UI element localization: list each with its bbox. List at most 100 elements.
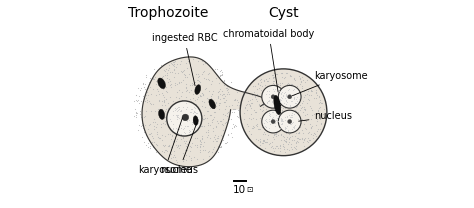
- Point: [269, 141, 276, 144]
- Point: [312, 96, 319, 100]
- Point: [172, 108, 180, 111]
- Point: [261, 120, 268, 123]
- Point: [270, 133, 278, 137]
- Point: [265, 113, 273, 117]
- Point: [286, 92, 294, 95]
- Point: [187, 110, 195, 114]
- Point: [273, 83, 280, 87]
- Point: [199, 137, 206, 140]
- Point: [268, 73, 276, 77]
- Point: [176, 143, 184, 146]
- Ellipse shape: [158, 78, 165, 89]
- Point: [292, 92, 299, 95]
- Point: [281, 151, 289, 154]
- Point: [295, 137, 303, 140]
- Point: [197, 142, 204, 145]
- Point: [247, 106, 255, 110]
- Point: [273, 72, 281, 75]
- Point: [281, 115, 289, 119]
- Point: [204, 151, 212, 154]
- Point: [174, 131, 182, 134]
- Point: [140, 115, 148, 118]
- Point: [164, 117, 172, 120]
- Point: [176, 107, 183, 110]
- Point: [269, 99, 276, 103]
- Text: karyosome: karyosome: [138, 118, 191, 175]
- Point: [159, 108, 166, 111]
- Point: [172, 65, 180, 68]
- Point: [211, 133, 219, 136]
- Point: [260, 121, 268, 124]
- Point: [211, 67, 219, 70]
- Point: [255, 83, 262, 86]
- Point: [219, 96, 227, 99]
- Point: [184, 59, 192, 63]
- Point: [270, 82, 277, 85]
- Point: [212, 126, 219, 129]
- Point: [217, 74, 224, 77]
- Point: [191, 110, 199, 114]
- Point: [269, 93, 277, 97]
- Point: [220, 79, 228, 82]
- Point: [190, 118, 198, 121]
- Point: [163, 90, 170, 93]
- Point: [276, 145, 284, 148]
- Point: [213, 136, 220, 140]
- Point: [173, 107, 181, 110]
- Point: [191, 109, 198, 113]
- Point: [277, 117, 284, 121]
- Circle shape: [262, 110, 284, 133]
- Point: [288, 121, 296, 124]
- Point: [137, 99, 145, 102]
- Point: [282, 102, 290, 105]
- Point: [287, 103, 295, 107]
- Point: [307, 89, 315, 93]
- Point: [248, 94, 256, 97]
- Point: [161, 135, 169, 138]
- Point: [256, 108, 264, 111]
- Point: [185, 129, 193, 132]
- Point: [268, 95, 275, 99]
- Point: [174, 144, 182, 147]
- Point: [168, 119, 175, 123]
- Point: [210, 147, 217, 151]
- Point: [296, 77, 303, 80]
- Point: [137, 124, 145, 128]
- Point: [214, 121, 222, 124]
- Point: [182, 139, 190, 143]
- Point: [134, 98, 142, 101]
- Point: [265, 76, 273, 79]
- Point: [170, 127, 177, 131]
- Point: [177, 109, 185, 112]
- Point: [293, 104, 301, 107]
- Point: [151, 120, 159, 124]
- Point: [162, 67, 170, 71]
- Point: [196, 149, 203, 152]
- Point: [246, 103, 253, 106]
- Point: [269, 97, 277, 100]
- Point: [167, 125, 175, 129]
- Point: [217, 145, 225, 149]
- Point: [279, 144, 286, 147]
- Point: [177, 62, 184, 65]
- Point: [171, 155, 179, 158]
- Point: [288, 88, 295, 91]
- Point: [179, 70, 186, 73]
- Point: [319, 113, 327, 116]
- Point: [216, 119, 224, 123]
- Point: [177, 126, 185, 129]
- Point: [268, 100, 275, 103]
- Point: [137, 110, 144, 113]
- Point: [205, 71, 212, 74]
- Point: [196, 88, 203, 91]
- Point: [283, 88, 290, 91]
- Point: [212, 124, 219, 128]
- Point: [157, 154, 164, 157]
- Point: [173, 113, 181, 117]
- Point: [299, 136, 306, 140]
- Point: [143, 74, 150, 77]
- Point: [282, 99, 290, 102]
- Point: [273, 145, 280, 148]
- Point: [229, 123, 237, 126]
- Point: [261, 120, 269, 124]
